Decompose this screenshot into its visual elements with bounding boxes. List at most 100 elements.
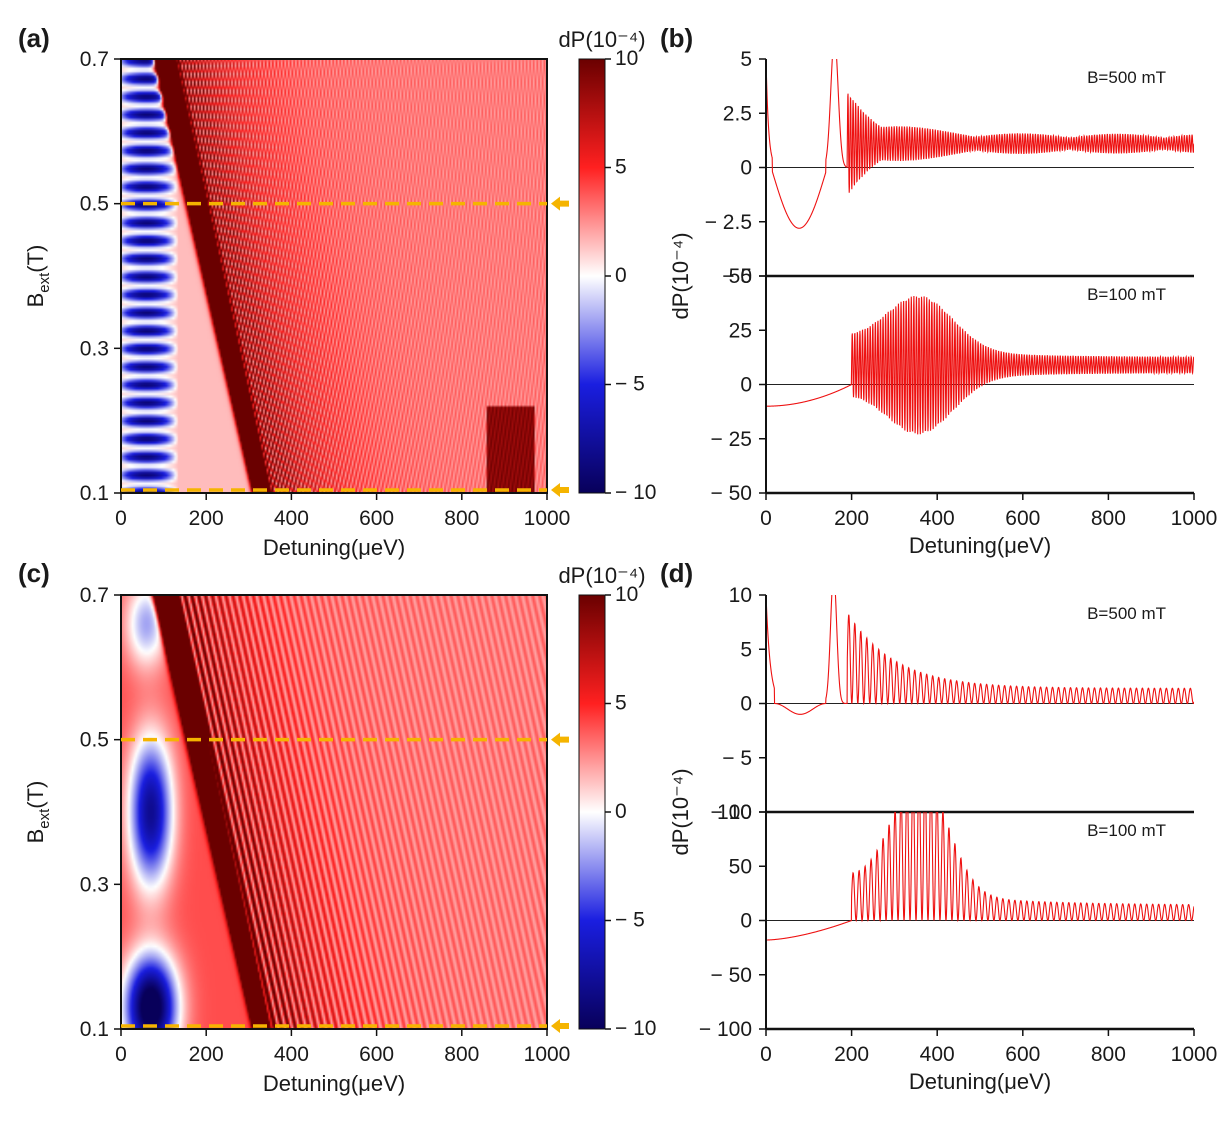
- y-tick-label: 0: [740, 157, 752, 180]
- x-tick-label: 800: [1091, 1043, 1126, 1066]
- x-tick-label: 600: [359, 507, 394, 530]
- colorbar-tick-label: 0: [615, 800, 627, 823]
- y-tick-label: 0.1: [80, 1018, 109, 1041]
- y-tick-label: 0.7: [80, 48, 109, 71]
- subplot-annotation: B=100 mT: [1087, 821, 1166, 840]
- series-line: [766, 295, 1194, 435]
- x-tick-label: 600: [1005, 507, 1040, 530]
- y-tick-label: 0: [740, 693, 752, 716]
- x-axis-title: Detuning(μeV): [909, 533, 1051, 558]
- y-tick-label: 10: [729, 584, 752, 607]
- colorbar-label: dP(10⁻⁴): [558, 27, 645, 52]
- colorbar-tick-label: 5: [615, 156, 627, 179]
- subplot-1: 50 25 0 − 25 − 50 B=100 mT: [711, 265, 1194, 505]
- x-tick-label: 800: [444, 507, 479, 530]
- y-tick-label: − 25: [711, 428, 752, 451]
- y-tick-label: 0: [740, 374, 752, 397]
- x-tick-label: 0: [115, 1043, 127, 1066]
- y-axis-title-sub: ext: [36, 808, 53, 829]
- heatmap-image: [121, 595, 547, 1029]
- subplot-0: 10 5 0 − 5 − 10 B=500 mT: [711, 584, 1194, 824]
- x-tick-label: 1000: [524, 1043, 571, 1066]
- x-tick-label: 800: [1091, 507, 1126, 530]
- marker-arrow-icon: [551, 483, 569, 497]
- x-tick-label: 200: [189, 1043, 224, 1066]
- x-tick-label: 1000: [524, 507, 571, 530]
- x-tick-label: 200: [834, 507, 869, 530]
- colorbar-tick-label: − 5: [615, 373, 645, 396]
- y-tick-label: 50: [729, 265, 752, 288]
- heatmap-frame: [120, 58, 548, 494]
- subplot-1: 100 50 0 − 50 − 100 B=100 mT: [699, 801, 1194, 1041]
- y-axis-title-main: B: [23, 293, 48, 308]
- y-axis-title-sub: ext: [36, 272, 53, 293]
- y-tick-label: 0.7: [80, 584, 109, 607]
- x-tick-label: 200: [189, 507, 224, 530]
- y-axis-title: dP(10⁻⁴): [668, 768, 693, 855]
- y-tick-label: 5: [740, 638, 752, 661]
- y-axis-title: Bext(T): [23, 781, 53, 844]
- y-axis-title: dP(10⁻⁴): [668, 232, 693, 319]
- x-tick-label: 400: [920, 1043, 955, 1066]
- colorbar-label: dP(10⁻⁴): [558, 563, 645, 588]
- marker-arrow-icon: [551, 1019, 569, 1033]
- heatmap-panel-0: 0 200 400 600 800 1000 0.1 0.3 0.5 0.7 Detuning(μe…: [23, 27, 656, 560]
- y-axis-title-unit: (T): [23, 781, 48, 809]
- y-tick-label: − 5: [722, 747, 752, 770]
- y-tick-label: 0.5: [80, 729, 109, 752]
- x-tick-label: 1000: [1171, 507, 1218, 530]
- colorbar-tick-label: − 5: [615, 909, 645, 932]
- y-axis-title-main: B: [23, 829, 48, 844]
- colorbar-tick-label: − 10: [615, 1017, 656, 1040]
- line-panel-1: 5 2.5 0 − 2.5 − 5 B=500 mT 50 25 0 − 25 − 50 B=100 …: [668, 48, 1218, 558]
- series-line: [766, 812, 1194, 941]
- y-tick-label: − 50: [711, 482, 752, 505]
- x-tick-label: 0: [760, 1043, 772, 1066]
- heatmap-panel-2: 0 200 400 600 800 1000 0.1 0.3 0.5 0.7 Detuning(μe…: [23, 563, 656, 1096]
- y-tick-label: 0.5: [80, 193, 109, 216]
- x-axis-title: Detuning(μeV): [263, 1071, 405, 1096]
- panel-label: (c): [18, 558, 50, 588]
- y-tick-label: − 10: [711, 801, 752, 824]
- heatmap-image: [121, 59, 547, 493]
- x-tick-label: 600: [359, 1043, 394, 1066]
- subplot-annotation: B=500 mT: [1087, 604, 1166, 623]
- colorbar-tick-label: 5: [615, 692, 627, 715]
- x-tick-label: 800: [444, 1043, 479, 1066]
- series-line: [766, 59, 1194, 229]
- colorbar-tick-label: 10: [615, 583, 638, 606]
- colorbar: [578, 594, 606, 1030]
- y-tick-label: 0.3: [80, 873, 109, 896]
- heatmap-frame: [120, 594, 548, 1030]
- colorbar-tick-label: 0: [615, 264, 627, 287]
- subplot-0: 5 2.5 0 − 2.5 − 5 B=500 mT: [705, 48, 1194, 288]
- colorbar-tick-label: 10: [615, 47, 638, 70]
- series-line: [766, 595, 1194, 715]
- x-tick-label: 0: [115, 507, 127, 530]
- y-tick-label: 0: [740, 910, 752, 933]
- x-tick-label: 600: [1005, 1043, 1040, 1066]
- x-axis-title: Detuning(μeV): [909, 1069, 1051, 1094]
- x-tick-label: 1000: [1171, 1043, 1218, 1066]
- x-tick-label: 0: [760, 507, 772, 530]
- x-tick-label: 400: [920, 507, 955, 530]
- y-tick-label: − 5: [722, 265, 752, 288]
- y-tick-label: 100: [717, 801, 752, 824]
- y-tick-label: 0.3: [80, 337, 109, 360]
- subplot-annotation: B=100 mT: [1087, 285, 1166, 304]
- y-axis-title-unit: (T): [23, 245, 48, 273]
- subplot-annotation: B=500 mT: [1087, 68, 1166, 87]
- colorbar: [578, 58, 606, 494]
- x-tick-label: 400: [274, 1043, 309, 1066]
- y-tick-label: 2.5: [723, 102, 752, 125]
- x-tick-label: 400: [274, 507, 309, 530]
- marker-arrow-icon: [551, 732, 569, 747]
- panel-label: (a): [18, 23, 50, 53]
- x-tick-label: 200: [834, 1043, 869, 1066]
- x-axis-title: Detuning(μeV): [263, 535, 405, 560]
- y-tick-label: − 50: [711, 964, 752, 987]
- marker-arrow-icon: [551, 196, 569, 211]
